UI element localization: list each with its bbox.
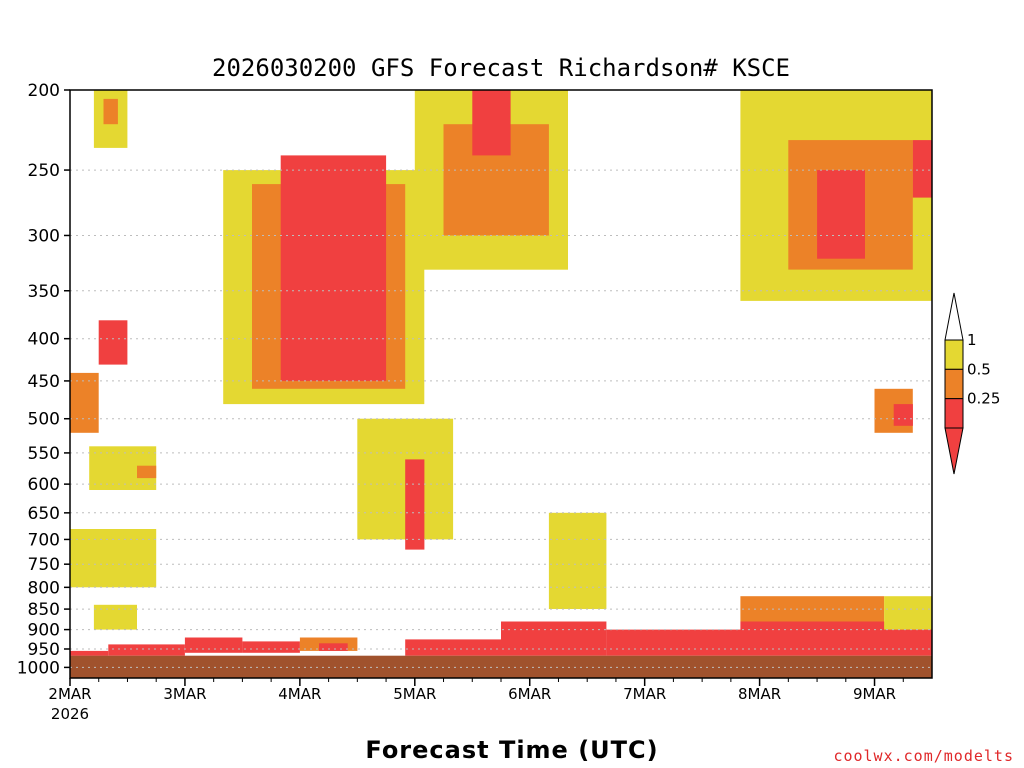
heatmap-cell-1: [103, 98, 118, 125]
heatmap-cell-10: [184, 637, 243, 653]
legend-swatch-1: [944, 339, 964, 370]
y-tick-label-800: 800: [28, 578, 60, 598]
x-tick-label-8MAR: 8MAR: [738, 685, 781, 703]
y-tick-label-450: 450: [28, 372, 60, 392]
legend-swatch-0.5: [944, 368, 964, 400]
credit-text: coolwx.com/modelts: [833, 747, 1014, 765]
y-tick-label-750: 750: [28, 555, 60, 575]
x-tick-label-7MAR: 7MAR: [623, 685, 666, 703]
y-axis: 200 250 300 350 400 450 500 550 600 650 700 750 8008…: [17, 81, 70, 678]
heatmap-cell-34: [548, 512, 607, 609]
y-tick-label-500: 500: [28, 410, 60, 430]
plot-frame: [69, 89, 933, 679]
heatmap-cell-24: [280, 155, 387, 381]
chart-title: 2026030200 GFS Forecast Richardson# KSCE: [212, 54, 790, 82]
y-tick-label-650: 650: [28, 504, 60, 524]
y-tick-label-250: 250: [28, 161, 60, 181]
y-tick-label-200: 200: [28, 81, 60, 101]
legend: 1 0.5 0.25: [944, 292, 1000, 475]
x-tick-label-6MAR: 6MAR: [508, 685, 551, 703]
y-tick-label-1000: 1000: [17, 658, 60, 678]
heatmap-cell-30: [817, 170, 865, 259]
heatmap-cell-27: [472, 90, 511, 156]
legend-upper-extension: [944, 292, 964, 341]
heatmap-cell-2: [70, 372, 99, 433]
y-tick-label-550: 550: [28, 444, 60, 464]
x-axis-label: Forecast Time (UTC): [365, 736, 658, 764]
heatmap-cell-13: [319, 643, 348, 651]
heatmap-cell-31: [912, 140, 932, 198]
legend-label-0.25: 0.25: [967, 390, 1000, 408]
legend-label-0.5: 0.5: [967, 360, 991, 378]
x-axis: 2MAR 2026 3MAR 4MAR 5MAR 6MAR 7MAR 8MAR 9MAR: [48, 678, 904, 723]
legend-lower-extension: [944, 427, 964, 475]
heatmap-cell-5: [137, 465, 157, 479]
heatmap-cell-15: [501, 621, 607, 656]
ground-fill: [70, 655, 932, 678]
heatmap-cell-33: [405, 459, 425, 550]
heatmap-cell-9: [108, 644, 185, 656]
heatmap-cell-21: [893, 404, 913, 426]
heatmap-cell-18: [740, 596, 885, 622]
heatmap-cell-11: [242, 641, 300, 653]
y-tick-label-600: 600: [28, 475, 60, 495]
y-tick-label-700: 700: [28, 530, 60, 550]
x-tick-label-9MAR: 9MAR: [853, 685, 896, 703]
legend-label-1: 1: [967, 331, 977, 349]
heatmap-cell-7: [93, 604, 137, 630]
y-tick-label-950: 950: [28, 640, 60, 660]
y-tick-label-350: 350: [28, 282, 60, 302]
x-tick-label-3MAR: 3MAR: [163, 685, 206, 703]
plot-area: [70, 90, 932, 678]
legend-swatch-0.25: [944, 398, 964, 429]
x-tick-label-2MAR: 2MAR: [48, 685, 91, 703]
y-tick-label-400: 400: [28, 330, 60, 350]
heatmap-cell-6: [70, 529, 157, 588]
y-tick-label-850: 850: [28, 600, 60, 620]
heatmap-cell-19: [884, 596, 932, 630]
y-tick-label-300: 300: [28, 226, 60, 246]
y-tick-label-900: 900: [28, 621, 60, 641]
heatmap-cell-3: [98, 320, 128, 365]
heatmap-cell-8: [70, 650, 109, 656]
heatmap-cell-32: [357, 418, 454, 540]
heatmap-cell-16: [606, 629, 741, 656]
x-tick-label-4MAR: 4MAR: [278, 685, 321, 703]
x-tick-label-5MAR: 5MAR: [393, 685, 436, 703]
heatmap-cell-14: [405, 639, 501, 656]
x-tick-sublabel-2026: 2026: [51, 705, 89, 723]
